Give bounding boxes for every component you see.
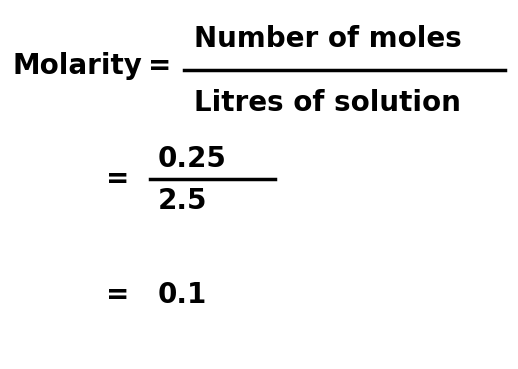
Text: Number of moles: Number of moles [194,25,462,53]
Text: 0.1: 0.1 [158,281,207,309]
Text: =: = [106,165,130,193]
Text: Molarity: Molarity [13,52,143,80]
Text: =: = [106,281,130,309]
Text: Litres of solution: Litres of solution [194,89,461,117]
Text: =: = [148,52,171,80]
Text: 2.5: 2.5 [158,187,208,215]
Text: 0.25: 0.25 [158,145,227,173]
